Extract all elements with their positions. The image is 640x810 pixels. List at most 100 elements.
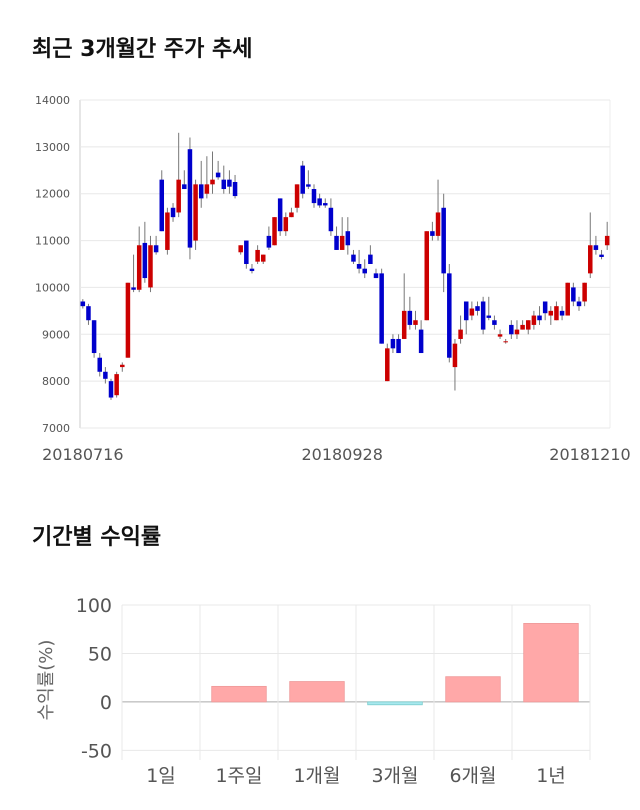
- candle-body: [582, 282, 587, 302]
- candle-body: [463, 301, 469, 321]
- y-tick-label: 8000: [42, 375, 70, 388]
- candle-body: [277, 198, 283, 232]
- candle-body: [103, 371, 108, 379]
- candle-body: [136, 245, 142, 290]
- candle-body: [345, 231, 351, 246]
- candle-body: [565, 282, 570, 316]
- candle-body: [407, 310, 413, 325]
- candle-body: [475, 306, 480, 311]
- candle-body: [244, 240, 249, 264]
- candle-body: [317, 198, 322, 206]
- candle-body: [441, 207, 446, 274]
- candle-body: [469, 308, 475, 316]
- candle-body: [452, 343, 458, 368]
- candle-body: [559, 310, 565, 316]
- candle-body: [125, 282, 131, 358]
- candle-body: [210, 179, 215, 185]
- y-tick-label: 7000: [42, 422, 70, 435]
- candle-body: [430, 231, 435, 236]
- candle-body: [424, 231, 430, 321]
- candle-body: [509, 324, 514, 335]
- x-tick-label: 3개월: [371, 765, 418, 787]
- candle-body: [294, 184, 300, 208]
- candle-body: [514, 329, 520, 335]
- candle-body: [108, 381, 114, 398]
- y-tick-label: 50: [88, 643, 112, 665]
- candle-body: [593, 245, 599, 250]
- candle-body: [159, 179, 165, 232]
- candle-body: [373, 273, 379, 279]
- candle-body: [198, 184, 204, 199]
- candle-body: [351, 254, 356, 262]
- candle-body: [215, 172, 221, 178]
- x-tick-label: 20181210: [549, 445, 630, 464]
- candle-body: [255, 249, 260, 262]
- candle-body: [497, 334, 503, 337]
- candle-body: [170, 207, 176, 218]
- candle-body: [554, 306, 559, 321]
- x-tick-label: 1년: [536, 765, 566, 787]
- candle-body: [368, 254, 373, 264]
- candle-body: [114, 374, 119, 396]
- candle-body: [249, 268, 255, 272]
- y-tick-label: 9000: [42, 328, 70, 341]
- candle-body: [238, 245, 243, 253]
- candle-body: [272, 217, 277, 246]
- candle-body: [176, 179, 181, 213]
- candle-body: [86, 306, 91, 321]
- candle-body: [193, 184, 198, 241]
- candle-body: [401, 310, 407, 339]
- candle-body: [525, 320, 531, 330]
- candle-body: [576, 301, 582, 307]
- candle-body: [142, 242, 148, 279]
- y-tick-label: 100: [76, 595, 112, 617]
- candle-body: [537, 315, 542, 321]
- candle-body: [182, 184, 187, 190]
- candle-body: [486, 315, 492, 318]
- candle-body: [153, 245, 159, 253]
- x-tick-label: 1개월: [293, 765, 340, 787]
- candle-body: [548, 310, 554, 316]
- candle-body: [356, 264, 362, 269]
- y-tick-label: 12000: [35, 188, 70, 201]
- bar: [289, 681, 345, 703]
- candle-body: [480, 301, 486, 330]
- candle-body: [503, 341, 508, 343]
- candle-body: [588, 245, 593, 274]
- candle-body: [531, 315, 537, 325]
- x-tick-label: 6개월: [449, 765, 496, 787]
- candle-body: [520, 324, 525, 330]
- y-tick-label: 0: [100, 692, 112, 714]
- x-tick-label: 1주일: [215, 765, 262, 787]
- candle-body: [492, 320, 497, 325]
- candle-body: [91, 320, 97, 354]
- y-tick-label: -50: [81, 740, 112, 762]
- candle-body: [413, 320, 418, 325]
- bar: [211, 685, 267, 703]
- candle-body: [323, 203, 328, 206]
- candle-body: [599, 254, 604, 257]
- chart-title: 기간별 수익률: [32, 525, 161, 550]
- candle-body: [204, 184, 210, 194]
- candle-body: [266, 235, 272, 248]
- y-tick-label: 14000: [35, 94, 70, 107]
- candle-body: [362, 268, 367, 274]
- bar: [445, 676, 501, 703]
- candle-body: [120, 364, 125, 368]
- x-tick-label: 1일: [146, 765, 176, 787]
- bar: [523, 623, 579, 703]
- candle-body: [80, 301, 86, 307]
- candle-body: [385, 348, 390, 382]
- candle-body: [289, 212, 294, 218]
- candle-body: [165, 212, 170, 250]
- candle-body: [604, 235, 610, 246]
- chart-title: 최근 3개월간 주가 추세: [32, 37, 252, 62]
- candle-body: [283, 217, 289, 232]
- candle-body: [260, 254, 266, 262]
- candle-body: [131, 287, 136, 290]
- candle-body: [328, 207, 334, 232]
- x-tick-label: 20180928: [301, 445, 382, 464]
- y-tick-label: 10000: [35, 281, 70, 294]
- candle-body: [435, 212, 441, 236]
- candle-body: [379, 273, 384, 344]
